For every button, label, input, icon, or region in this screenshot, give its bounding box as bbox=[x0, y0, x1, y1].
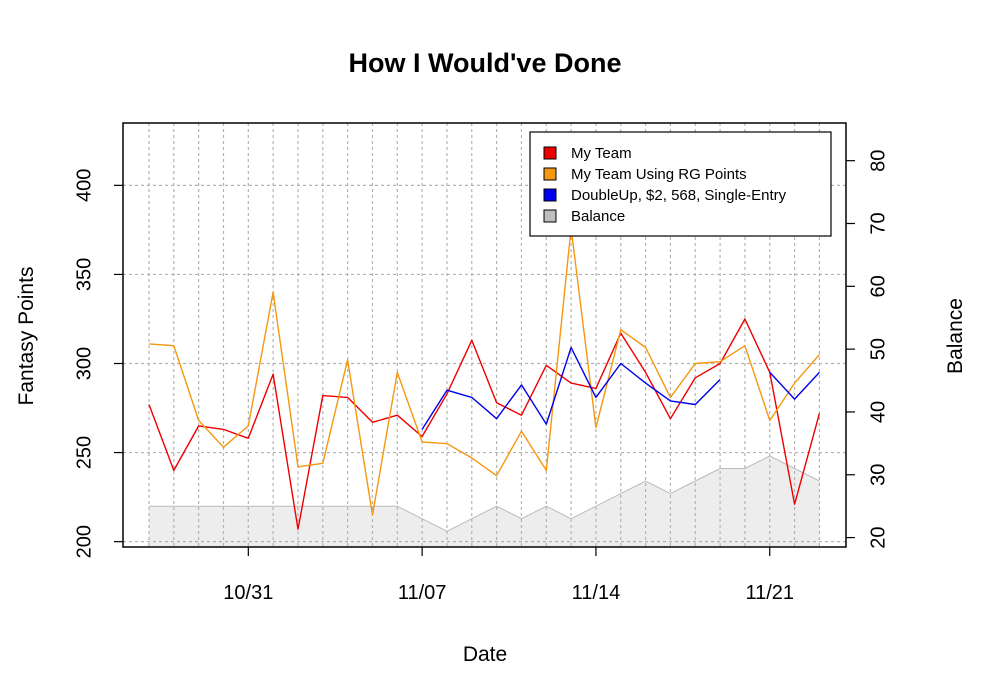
legend-label-my-team: My Team bbox=[571, 145, 632, 162]
series-line-doubleup-2-568-single-entry bbox=[421, 346, 721, 430]
y-tick-label: 400 bbox=[73, 169, 95, 202]
x-axis-label: Date bbox=[463, 643, 507, 666]
y-tick-label: 200 bbox=[73, 525, 95, 558]
legend-swatch-balance bbox=[543, 209, 557, 223]
x-tick-label: 11/07 bbox=[398, 582, 447, 604]
y2-tick-label: 30 bbox=[867, 464, 889, 486]
y2-tick-label: 20 bbox=[867, 526, 889, 548]
balance-line bbox=[149, 455, 820, 532]
legend-label-doubleup-2-568-single-entry: DoubleUp, $2, 568, Single-Entry bbox=[571, 187, 787, 204]
legend-swatch-my-team bbox=[543, 146, 557, 160]
y2-tick-label: 70 bbox=[867, 212, 889, 234]
legend bbox=[529, 131, 832, 237]
y-tick-label: 250 bbox=[73, 436, 95, 469]
y-tick-label: 300 bbox=[73, 347, 95, 380]
x-tick-label: 11/14 bbox=[572, 582, 621, 604]
series-line-my-team bbox=[148, 318, 821, 530]
legend-label-my-team-using-rg-points: My Team Using RG Points bbox=[571, 166, 747, 183]
y2-tick-label: 60 bbox=[867, 275, 889, 297]
legend-label-balance: Balance bbox=[571, 208, 625, 225]
legend-swatch-doubleup-2-568-single-entry bbox=[543, 188, 557, 202]
y2-axis-label: Balance bbox=[944, 298, 967, 374]
y-tick-label: 350 bbox=[73, 258, 95, 291]
x-tick-label: 10/31 bbox=[223, 582, 273, 604]
plot-area: 200 250 300 350 400 20 30 40 50 60 70 80 10/31 11/07 1… bbox=[73, 122, 889, 604]
legend-swatch-my-team-using-rg-points bbox=[543, 167, 557, 181]
y2-tick-label: 40 bbox=[867, 401, 889, 423]
plot-frame bbox=[122, 122, 847, 548]
y2-tick-label: 50 bbox=[867, 338, 889, 360]
series-line-doubleup-2-568-single-entry bbox=[769, 371, 820, 400]
chart-title: How I Would've Done bbox=[349, 48, 622, 78]
series-line-my-team-using-rg-points bbox=[148, 227, 820, 516]
y2-tick-label: 80 bbox=[867, 150, 889, 172]
balance-area bbox=[149, 455, 820, 547]
y-axis-label: Fantasy Points bbox=[15, 267, 38, 406]
x-tick-label: 11/21 bbox=[745, 582, 794, 604]
